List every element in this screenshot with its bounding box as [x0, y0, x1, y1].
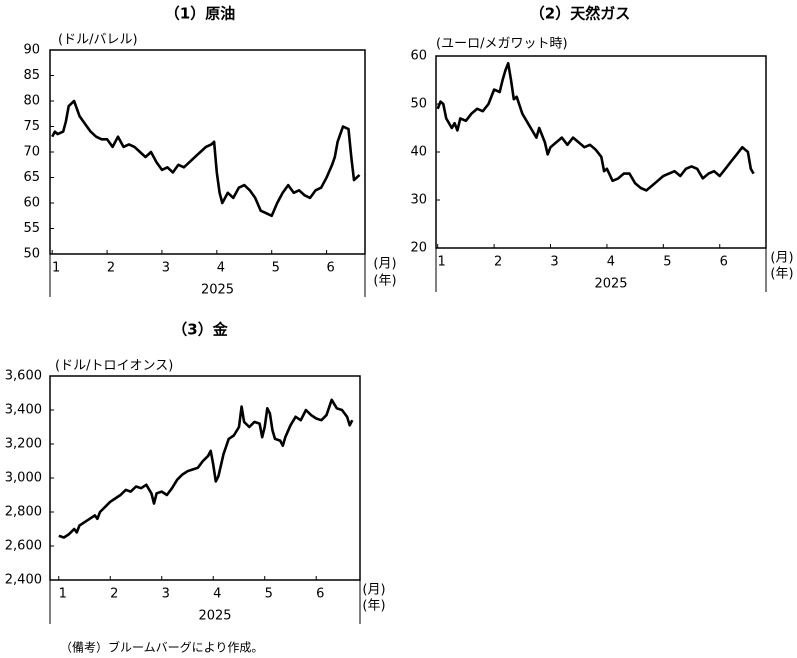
y-axis-unit: (ドル/バレル)	[58, 33, 138, 48]
x-tick-label: 4	[217, 261, 225, 276]
y-axis-unit: (ユーロ/メガワット時)	[436, 37, 568, 52]
x-tick-label: 2	[494, 255, 502, 270]
year-label: 2025	[201, 283, 234, 298]
chart-title: （3）金	[172, 321, 228, 339]
x-tick-label: 6	[316, 587, 324, 602]
y-tick-label: 20	[410, 241, 427, 256]
y-tick-label: 3,400	[5, 403, 42, 418]
y-tick-label: 3,600	[5, 369, 42, 384]
y-tick-label: 85	[23, 68, 40, 83]
x-tick-label: 3	[162, 261, 170, 276]
y-tick-label: 60	[23, 196, 40, 211]
data-line	[51, 99, 361, 218]
x-tick-label: 5	[272, 261, 280, 276]
year-axis-unit: (年)	[770, 267, 793, 282]
y-tick-label: 2,800	[5, 505, 42, 520]
year-label: 2025	[594, 277, 627, 292]
y-tick-label: 40	[410, 145, 427, 160]
footnote: （備考）ブルームバーグにより作成。	[60, 640, 263, 655]
y-axis-unit: (ドル/トロイオンス)	[55, 359, 173, 374]
y-tick-label: 30	[410, 193, 427, 208]
x-tick-label: 3	[550, 255, 558, 270]
x-tick-label: 1	[52, 261, 60, 276]
y-tick-label: 2,600	[5, 539, 42, 554]
x-axis-unit: (月)	[373, 257, 396, 272]
x-tick-label: 4	[607, 255, 615, 270]
x-tick-label: 5	[265, 587, 273, 602]
x-tick-label: 1	[438, 255, 446, 270]
plot-frame	[435, 55, 767, 249]
x-tick-label: 4	[213, 587, 221, 602]
y-tick-label: 90	[23, 43, 40, 58]
y-tick-label: 50	[23, 247, 40, 262]
y-tick-label: 65	[23, 170, 40, 185]
x-axis-unit: (月)	[362, 583, 385, 598]
chart-title: （2）天然ガス	[530, 5, 630, 23]
x-tick-label: 6	[326, 261, 334, 276]
plot-frame	[49, 375, 361, 581]
y-tick-label: 70	[23, 145, 40, 160]
y-tick-label: 60	[410, 49, 427, 64]
x-tick-label: 3	[162, 587, 170, 602]
chart-title: （1）原油	[165, 5, 235, 23]
data-line	[58, 398, 354, 539]
plot-frame	[49, 49, 366, 255]
data-line	[436, 61, 755, 192]
y-tick-label: 50	[410, 97, 427, 112]
x-tick-label: 5	[663, 255, 671, 270]
y-tick-label: 55	[23, 221, 40, 236]
year-label: 2025	[198, 609, 231, 624]
x-tick-label: 2	[110, 587, 118, 602]
y-tick-label: 3,000	[5, 471, 42, 486]
y-tick-label: 2,400	[5, 573, 42, 588]
year-axis-unit: (年)	[362, 599, 385, 614]
year-axis-unit: (年)	[373, 274, 396, 289]
x-axis-unit: (月)	[770, 251, 793, 266]
x-tick-label: 6	[720, 255, 728, 270]
y-tick-label: 3,200	[5, 437, 42, 452]
y-tick-label: 80	[23, 94, 40, 109]
y-tick-label: 75	[23, 119, 40, 134]
x-tick-label: 1	[59, 587, 67, 602]
x-tick-label: 2	[107, 261, 115, 276]
